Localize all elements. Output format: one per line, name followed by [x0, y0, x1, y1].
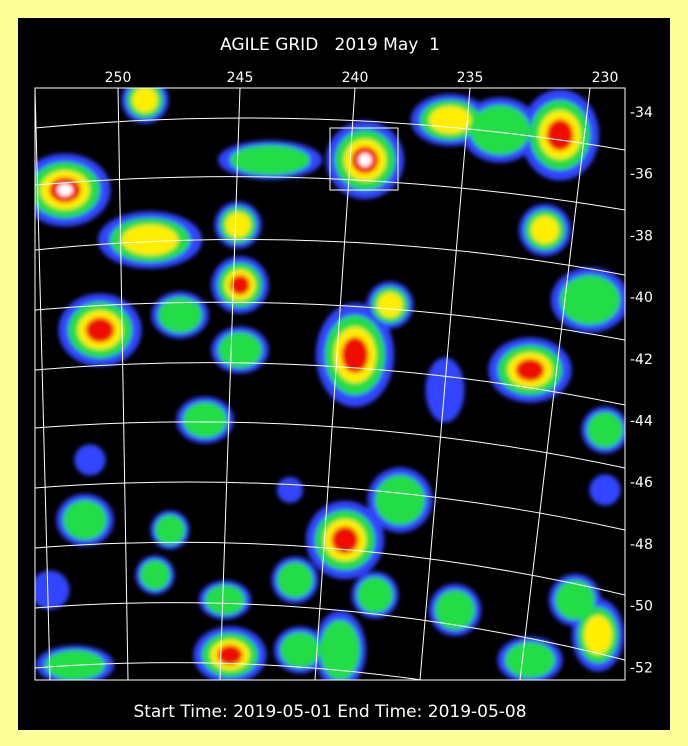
- intensity-blob: [560, 275, 620, 325]
- footer: Start Time: 2019-05-01 End Time: 2019-05…: [133, 702, 526, 722]
- right-axis-label: -44: [630, 414, 653, 430]
- intensity-blob: [589, 474, 620, 505]
- intensity-blob: [357, 577, 393, 613]
- intensity-blob: [358, 153, 371, 166]
- intensity-blob: [584, 615, 612, 654]
- intensity-blob: [132, 87, 157, 112]
- intensity-blob: [531, 216, 559, 244]
- intensity-blob: [375, 475, 425, 525]
- top-axis-label: 230: [592, 70, 619, 86]
- intensity-blob: [377, 292, 402, 317]
- map-figure: AGILE GRID 2019 May 1 Start Time: 2019-0…: [0, 0, 688, 746]
- intensity-blob: [280, 632, 320, 668]
- intensity-blob: [516, 359, 545, 382]
- intensity-blob: [31, 571, 70, 610]
- intensity-blob: [155, 515, 185, 545]
- top-axis-label: 250: [105, 70, 132, 86]
- intensity-blob: [63, 500, 107, 540]
- right-axis-label: -48: [630, 537, 653, 553]
- top-axis-label: 240: [342, 70, 369, 86]
- right-axis-label: -42: [630, 352, 653, 368]
- right-axis-label: -52: [630, 660, 653, 676]
- intensity-blob: [74, 444, 105, 475]
- right-axis-label: -46: [630, 475, 653, 491]
- right-axis-label: -34: [630, 105, 653, 121]
- right-axis-label: -40: [630, 290, 653, 306]
- intensity-blob: [435, 590, 475, 630]
- intensity-blob: [587, 412, 623, 448]
- intensity-blob: [205, 585, 245, 615]
- intensity-blob: [140, 560, 170, 590]
- intensity-blob: [429, 106, 471, 134]
- intensity-blob: [426, 358, 465, 423]
- intensity-blob: [122, 225, 178, 256]
- right-axis-label: -38: [630, 228, 653, 244]
- right-axis-label: -36: [630, 167, 653, 183]
- top-axis-label: 235: [457, 70, 484, 86]
- top-axis-label: 245: [227, 70, 254, 86]
- page: AGILE GRID 2019 May 1 Start Time: 2019-0…: [0, 0, 688, 746]
- intensity-blob: [183, 402, 227, 438]
- intensity-blob: [277, 562, 313, 598]
- intensity-blob: [505, 642, 555, 678]
- intensity-blob: [320, 620, 360, 680]
- title: AGILE GRID 2019 May 1: [220, 35, 440, 55]
- intensity-blob: [230, 145, 310, 175]
- intensity-blob: [277, 477, 303, 503]
- intensity-blob: [57, 184, 72, 196]
- intensity-blob: [86, 317, 115, 342]
- right-axis-label: -50: [630, 599, 653, 615]
- intensity-blob: [547, 119, 574, 151]
- intensity-blob: [225, 212, 250, 237]
